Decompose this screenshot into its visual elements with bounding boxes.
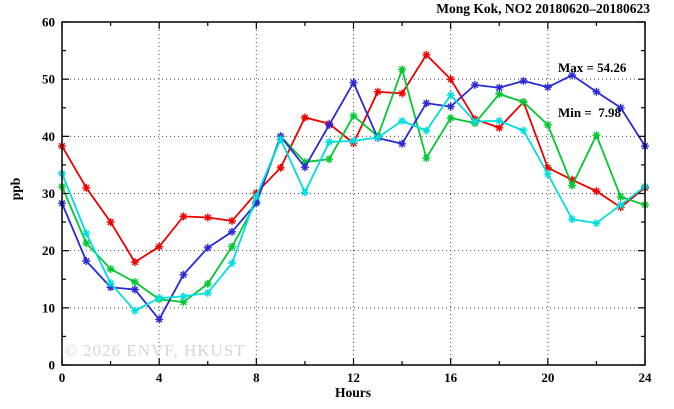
y-tick-label: 20 bbox=[42, 243, 55, 258]
x-axis-title: Hours bbox=[334, 385, 371, 400]
y-tick-label: 0 bbox=[49, 358, 56, 373]
max-value-label: Max = 54.26 bbox=[558, 60, 627, 75]
min-value-label: Min = 7.98 bbox=[558, 105, 622, 120]
y-tick-label: 10 bbox=[42, 300, 55, 315]
x-tick-label: 12 bbox=[347, 370, 360, 385]
watermark: © 2026 ENVF, HKUST bbox=[64, 341, 246, 360]
y-tick-label: 60 bbox=[42, 15, 55, 30]
maxmin-annotation: Max = 54.26 Min = 7.98 bbox=[558, 30, 626, 150]
y-tick-label: 30 bbox=[42, 186, 55, 201]
x-tick-label: 4 bbox=[156, 370, 163, 385]
x-tick-label: 0 bbox=[59, 370, 66, 385]
y-tick-label: 40 bbox=[42, 129, 55, 144]
x-tick-label: 8 bbox=[253, 370, 260, 385]
x-tick-label: 24 bbox=[639, 370, 653, 385]
y-axis-title: ppb bbox=[8, 177, 23, 201]
x-tick-label: 20 bbox=[541, 370, 554, 385]
chart-title: Mong Kok, NO2 20180620–20180623 bbox=[436, 1, 650, 16]
y-tick-label: 50 bbox=[42, 72, 55, 87]
x-tick-label: 16 bbox=[444, 370, 458, 385]
